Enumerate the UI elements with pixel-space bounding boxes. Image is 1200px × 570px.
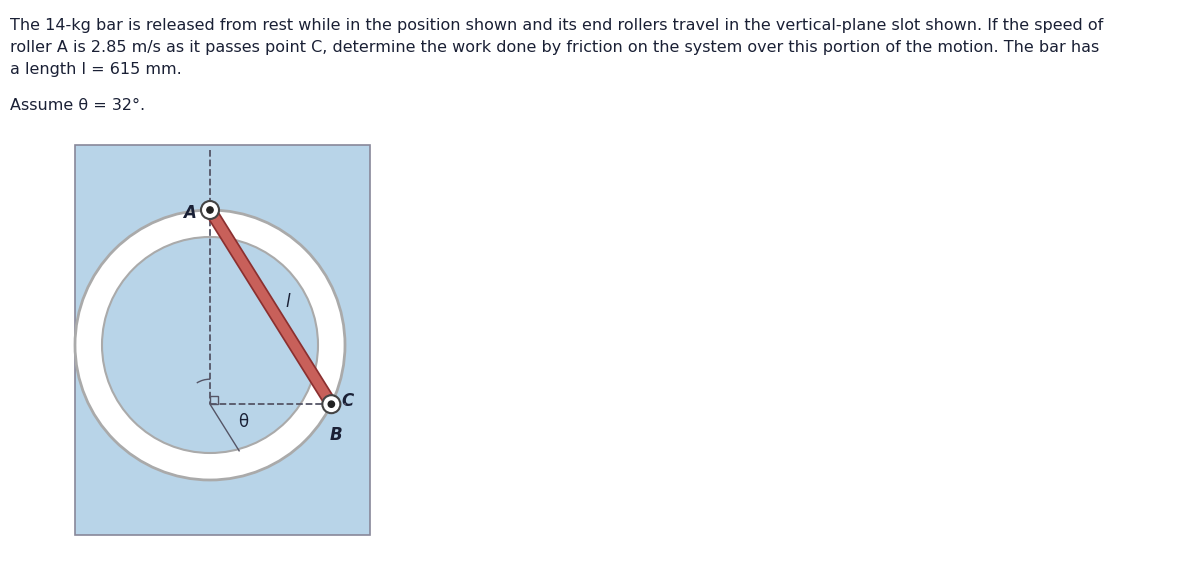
- Text: θ: θ: [238, 413, 248, 431]
- Circle shape: [206, 207, 214, 213]
- Text: C: C: [341, 392, 354, 410]
- Text: Assume θ = 32°.: Assume θ = 32°.: [10, 98, 145, 113]
- Text: roller A is 2.85 m/s as it passes point C, determine the work done by friction o: roller A is 2.85 m/s as it passes point …: [10, 40, 1099, 55]
- Circle shape: [102, 237, 318, 453]
- Circle shape: [202, 201, 220, 219]
- Text: B: B: [330, 426, 343, 444]
- Circle shape: [74, 210, 346, 480]
- Text: l: l: [286, 293, 290, 311]
- Bar: [210, 396, 218, 404]
- Bar: [74, 145, 370, 535]
- Text: a length l = 615 mm.: a length l = 615 mm.: [10, 62, 181, 77]
- Text: The 14-kg bar is released from rest while in the position shown and its end roll: The 14-kg bar is released from rest whil…: [10, 18, 1103, 33]
- Circle shape: [323, 395, 341, 413]
- Text: A: A: [184, 204, 196, 222]
- Circle shape: [328, 401, 335, 408]
